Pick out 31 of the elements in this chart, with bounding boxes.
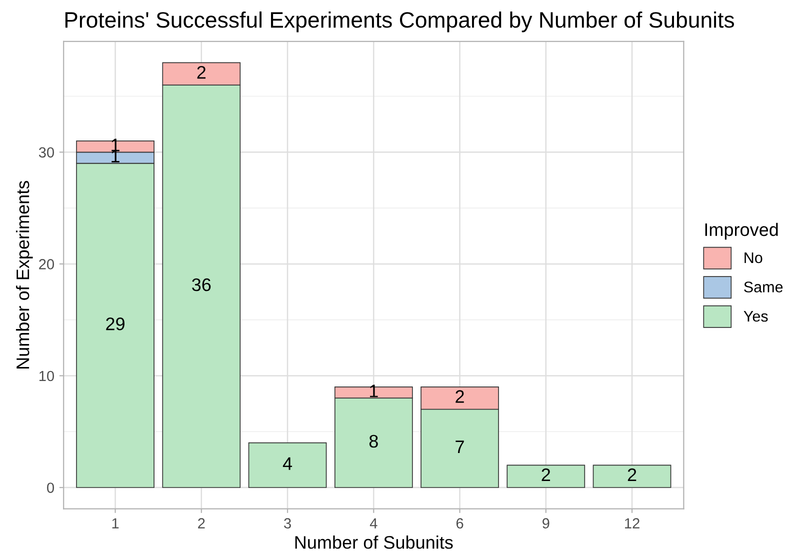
data-label: 29	[106, 317, 124, 330]
x-tick-label: 12	[625, 518, 640, 528]
data-label: 36	[192, 278, 211, 292]
data-label: 1	[370, 384, 378, 398]
data-label: 2	[628, 468, 636, 482]
bar	[592, 464, 672, 488]
data-label: 8	[369, 434, 378, 448]
y-tick-label: 10	[39, 370, 54, 382]
x-tick-label: 4	[370, 518, 378, 528]
x-tick-label: 1	[112, 518, 119, 528]
legend-label: Same	[744, 282, 783, 292]
data-label: 2	[542, 468, 550, 482]
y-tick-label: 30	[38, 147, 54, 158]
legend-label: No	[744, 252, 762, 264]
x-tick-label: 9	[542, 518, 550, 528]
data-label: 7	[456, 440, 464, 454]
bar	[506, 464, 586, 488]
chart-title: Proteins' Successful Experiments Compared by Number of Subunits	[65, 11, 734, 32]
data-label: 4	[282, 457, 292, 470]
y-tick-label: 0	[47, 482, 54, 493]
x-tick-label: 3	[284, 518, 291, 528]
legend-label: Yes	[744, 311, 768, 322]
y-tick-label: 20	[39, 259, 54, 270]
x-tick-label: 2	[198, 518, 205, 528]
data-label: 2	[197, 66, 206, 79]
x-tick-label: 6	[456, 518, 464, 528]
bar	[248, 442, 327, 488]
legend-title: Improved	[705, 222, 778, 240]
x-axis-title: Number of Subunits	[295, 536, 453, 549]
data-label: 2	[456, 390, 464, 403]
y-axis-title: Number of Experiments	[16, 180, 33, 368]
